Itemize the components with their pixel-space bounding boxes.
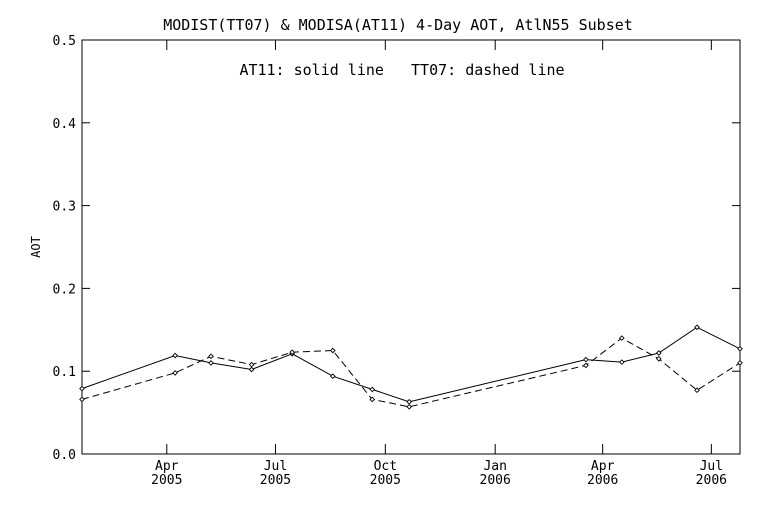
x-tick-label-month: Jul xyxy=(264,459,287,474)
x-tick-label-month: Jan xyxy=(483,459,506,474)
data-point-tt07 xyxy=(208,353,214,360)
series-layer xyxy=(79,324,743,410)
data-point-tt07 xyxy=(248,361,255,368)
y-tick-label: 0.1 xyxy=(53,365,76,380)
series-line-tt07 xyxy=(81,337,741,408)
y-tick-label: 0.5 xyxy=(53,34,76,49)
data-point-tt07 xyxy=(406,403,413,410)
x-tick-label-month: Apr xyxy=(155,459,179,474)
data-point-at11 xyxy=(583,356,589,363)
data-point-tt07 xyxy=(369,396,376,403)
x-tick-label-year: 2005 xyxy=(151,473,182,488)
x-tick-label-year: 2005 xyxy=(260,473,291,488)
plot-frame xyxy=(81,39,741,455)
y-tick-label: 0.4 xyxy=(53,117,77,132)
data-point-at11 xyxy=(79,385,85,392)
y-axis-label: AOT xyxy=(29,236,43,258)
y-tick-label: 0.0 xyxy=(53,448,76,463)
chart-title: MODIST(TT07) & MODISA(AT11) 4-Day AOT, A… xyxy=(163,16,633,34)
y-tick-label: 0.3 xyxy=(53,200,76,215)
data-point-at11 xyxy=(329,373,336,380)
data-point-tt07 xyxy=(289,349,296,356)
x-tick-label-year: 2006 xyxy=(587,473,618,488)
x-tick-label-year: 2006 xyxy=(480,473,511,488)
y-tick-label: 0.2 xyxy=(53,282,76,297)
x-tick-label-month: Jul xyxy=(700,459,723,474)
data-point-at11 xyxy=(694,324,700,331)
x-axis: Apr2005Jul2005Oct2005Jan2006Apr2006Jul20… xyxy=(151,40,727,488)
data-point-tt07 xyxy=(618,335,625,341)
x-tick-label-year: 2005 xyxy=(370,473,401,488)
x-tick-label-month: Apr xyxy=(591,459,615,474)
data-point-at11 xyxy=(406,398,413,405)
data-point-tt07 xyxy=(79,396,85,403)
data-point-at11 xyxy=(248,366,255,373)
chart-annotation: AT11: solid line TT07: dashed line xyxy=(239,61,564,79)
data-point-at11 xyxy=(172,352,178,359)
data-point-at11 xyxy=(655,350,662,356)
data-point-tt07 xyxy=(583,362,589,369)
series-line-at11 xyxy=(81,326,741,403)
data-point-at11 xyxy=(737,345,743,352)
data-point-at11 xyxy=(208,360,214,366)
data-point-at11 xyxy=(369,386,376,393)
data-point-tt07 xyxy=(655,355,662,362)
data-point-tt07 xyxy=(172,370,178,376)
x-tick-label-month: Oct xyxy=(374,459,397,474)
y-axis: 0.0 0.1 0.2 0.3 0.4 0.5 xyxy=(53,34,740,463)
data-point-at11 xyxy=(618,359,625,365)
x-tick-label-year: 2006 xyxy=(696,473,727,488)
data-point-tt07 xyxy=(737,360,743,366)
data-point-tt07 xyxy=(329,347,336,354)
data-point-tt07 xyxy=(694,387,700,394)
